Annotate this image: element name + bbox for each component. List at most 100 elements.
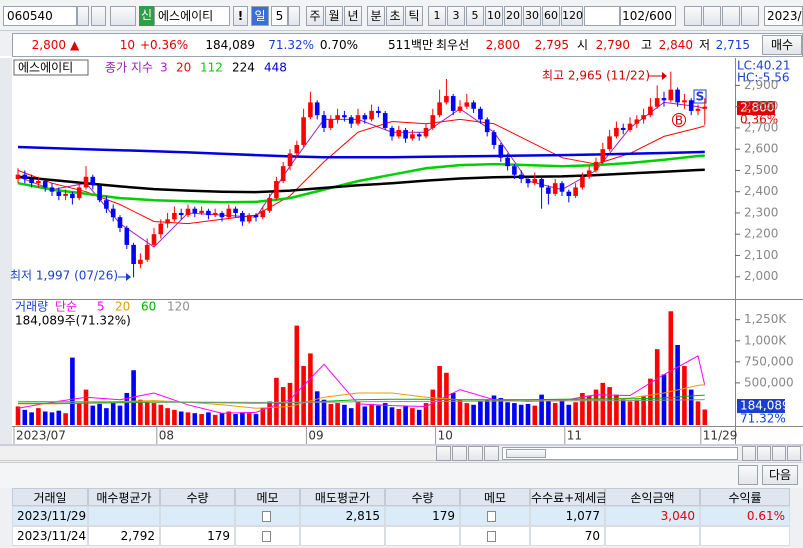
candle-body: [389, 127, 395, 137]
legend-item: 5: [97, 300, 105, 314]
period-day[interactable]: 일: [251, 6, 269, 26]
interval-button[interactable]: 10: [485, 6, 503, 26]
volume-bar: [178, 411, 184, 425]
scroll-button[interactable]: [484, 446, 499, 461]
period-button[interactable]: 틱: [405, 6, 423, 26]
period-dropdown[interactable]: [288, 6, 300, 26]
candle-body: [403, 130, 408, 139]
memo-icon[interactable]: [487, 531, 496, 542]
candle-body: [178, 212, 184, 216]
tool-icon[interactable]: [684, 6, 702, 26]
volume-bar: [253, 414, 259, 425]
ma-line: [17, 154, 705, 204]
buy-button[interactable]: 매수: [762, 35, 802, 55]
volume-bar: [90, 405, 96, 425]
interval-button[interactable]: 5: [466, 6, 484, 26]
chart-title: 에스에이티: [18, 61, 73, 75]
y-tick-label: 2,600: [744, 142, 778, 156]
volume-bar: [586, 395, 592, 425]
memo-icon[interactable]: [262, 511, 271, 522]
y-tick-label: 2,700: [744, 120, 778, 134]
legend-item: 448: [264, 61, 287, 75]
zoom-button[interactable]: [757, 446, 771, 461]
scroll-button[interactable]: [436, 446, 451, 461]
next-button[interactable]: 다음: [762, 465, 798, 485]
memo-icon[interactable]: [487, 511, 496, 522]
memo-icon[interactable]: [262, 531, 271, 542]
alert-button[interactable]: !: [233, 6, 248, 26]
candle-body: [661, 98, 667, 101]
candle-body: [158, 223, 164, 235]
candle-body: [76, 187, 82, 199]
interval-button[interactable]: 20: [504, 6, 522, 26]
candle-body: [532, 178, 538, 184]
candle-body: [416, 134, 422, 137]
volume-bar: [144, 401, 150, 425]
tool-icon[interactable]: [703, 6, 721, 26]
period-button[interactable]: 주: [306, 6, 324, 26]
zoom-button[interactable]: [787, 446, 801, 461]
y-tick-label: 2,500: [744, 163, 778, 177]
period-n[interactable]: 5: [271, 6, 288, 26]
candle-body: [546, 187, 551, 194]
volume-bar: [280, 387, 286, 425]
interval-button[interactable]: 60: [542, 6, 560, 26]
ma-line: [17, 355, 706, 414]
candle-body: [301, 117, 306, 145]
quote-high-label: 고: [641, 38, 653, 52]
scroll-thumb[interactable]: [506, 449, 546, 458]
table-header: 수량: [385, 488, 460, 506]
volume-bar: [110, 403, 116, 425]
volume-bar: [70, 357, 75, 425]
zoom-button[interactable]: [742, 446, 756, 461]
table-cell: [460, 526, 530, 546]
code-dropdown[interactable]: [77, 6, 89, 26]
interval-button[interactable]: 3: [447, 6, 465, 26]
volume-bar: [185, 412, 191, 425]
candle-body: [15, 174, 21, 179]
tool-icon[interactable]: [741, 6, 759, 26]
volume-bar: [559, 399, 565, 425]
interval-button[interactable]: 120: [561, 6, 583, 26]
candle-body: [110, 208, 116, 218]
y-tick-label: 500,000: [744, 375, 794, 389]
volume-title: 거래량: [15, 300, 48, 314]
code-input[interactable]: 060540: [3, 6, 77, 26]
settings-button[interactable]: [738, 465, 758, 485]
zoom-button[interactable]: [772, 446, 786, 461]
candle-body: [620, 127, 626, 131]
table-header: 매도평균가: [300, 488, 385, 506]
count-dropdown[interactable]: [584, 6, 620, 26]
tool-icon[interactable]: [722, 6, 740, 26]
sell-marker-box: [693, 89, 707, 104]
search-button[interactable]: [91, 6, 106, 26]
volume-bar: [328, 403, 334, 425]
sound-button[interactable]: [110, 6, 136, 26]
volume-bar: [505, 402, 510, 425]
period-button[interactable]: 분: [367, 6, 385, 26]
candle-body: [355, 115, 361, 124]
candle-body: [682, 100, 687, 103]
candle-body: [600, 149, 606, 162]
quote-volume-ratio: 71.32%: [268, 38, 314, 52]
volume-bar: [287, 382, 293, 425]
interval-button[interactable]: 1: [428, 6, 446, 26]
x-tick-label: 10: [438, 429, 453, 443]
candle-body: [144, 244, 150, 260]
count-box: 102/600: [620, 6, 676, 26]
candle-body: [287, 153, 293, 167]
volume-bar: [546, 401, 551, 425]
volume-bar: [117, 405, 123, 425]
volume-bar: [654, 349, 660, 425]
scroll-button[interactable]: [468, 446, 483, 461]
period-button[interactable]: 년: [344, 6, 362, 26]
interval-button[interactable]: 30: [523, 6, 541, 26]
candle-body: [641, 115, 646, 120]
volume-bar: [63, 413, 68, 425]
period-button[interactable]: 초: [386, 6, 404, 26]
table-cell: [385, 526, 460, 546]
period-button[interactable]: 월: [325, 6, 343, 26]
candle-body: [328, 119, 334, 128]
scroll-button[interactable]: [452, 446, 467, 461]
candle-body: [586, 170, 592, 177]
